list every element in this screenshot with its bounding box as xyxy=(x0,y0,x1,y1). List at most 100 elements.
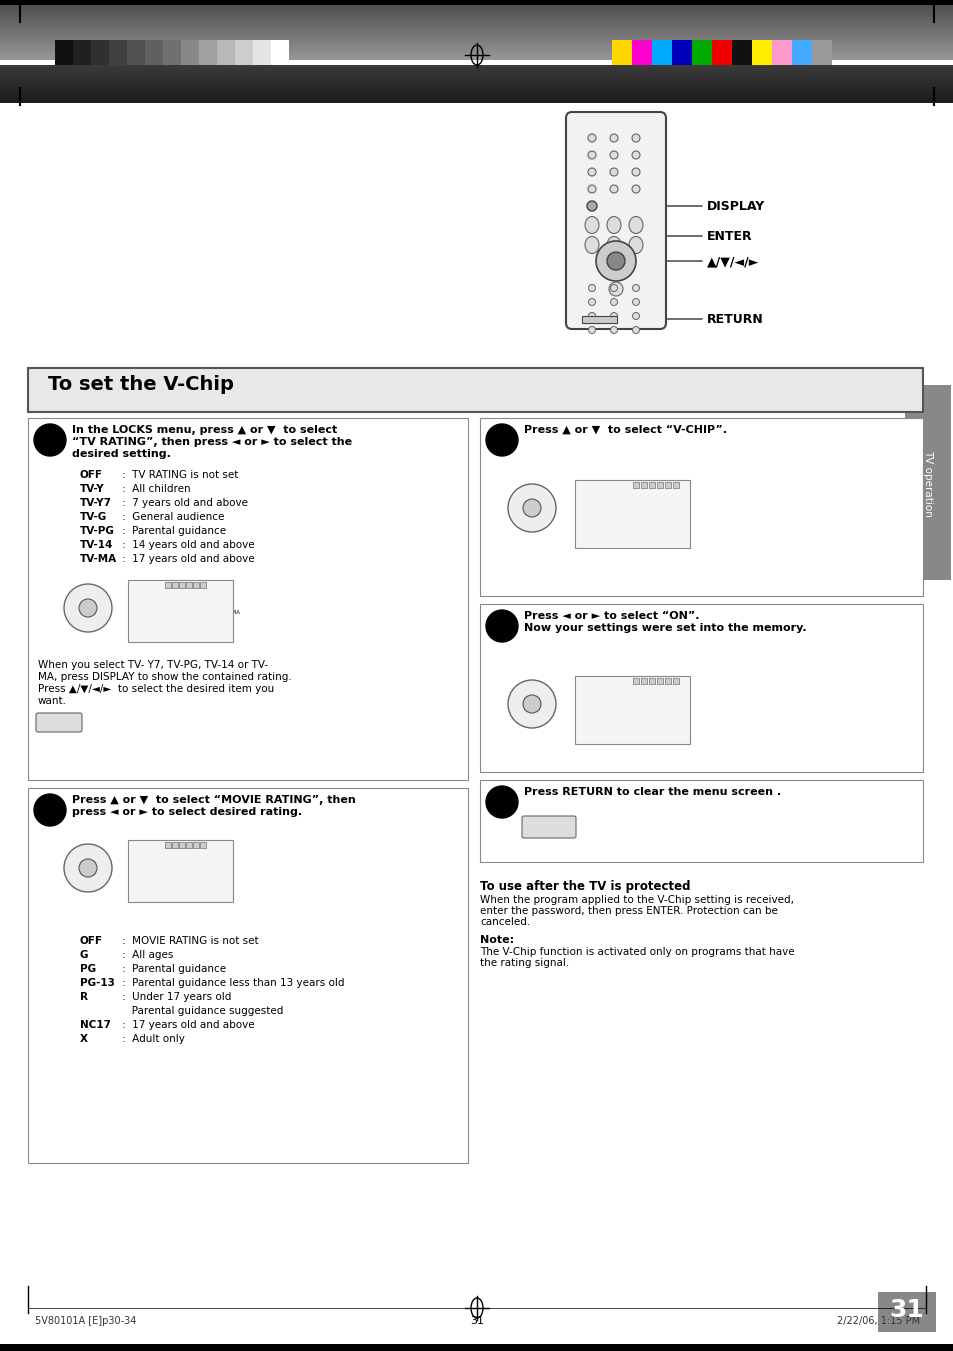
Bar xyxy=(179,582,185,588)
Circle shape xyxy=(34,424,66,457)
Text: MOVIE RATING: MOVIE RATING xyxy=(579,504,630,509)
Bar xyxy=(640,678,646,684)
Text: TV-PG: TV-PG xyxy=(80,526,114,536)
Text: 3: 3 xyxy=(494,432,509,453)
Bar xyxy=(186,842,192,848)
Bar xyxy=(633,678,639,684)
Bar xyxy=(657,482,662,488)
Text: Parental guidance suggested: Parental guidance suggested xyxy=(122,1006,283,1016)
Text: Press ▲ or ▼  to select “MOVIE RATING”, then: Press ▲ or ▼ to select “MOVIE RATING”, t… xyxy=(71,794,355,805)
Bar xyxy=(271,41,289,68)
Text: MOVIE RATING: MOVIE RATING xyxy=(132,617,183,624)
Circle shape xyxy=(64,584,112,632)
Text: X: X xyxy=(80,1034,88,1044)
Circle shape xyxy=(79,598,97,617)
Text: PG 13: PG 13 xyxy=(646,504,667,509)
Bar xyxy=(479,604,923,771)
Circle shape xyxy=(631,185,639,193)
Circle shape xyxy=(632,285,639,292)
Bar xyxy=(28,417,468,780)
FancyBboxPatch shape xyxy=(36,713,82,732)
Text: LOCK S: LOCK S xyxy=(579,484,610,493)
Bar xyxy=(199,41,216,68)
Circle shape xyxy=(34,794,66,825)
Bar xyxy=(479,780,923,862)
Bar xyxy=(128,580,233,642)
Bar xyxy=(575,480,689,549)
Text: TV-MA: TV-MA xyxy=(80,554,117,563)
Text: DISPLAY: DISPLAY xyxy=(42,717,76,725)
Bar xyxy=(648,482,655,488)
Text: LOCK S: LOCK S xyxy=(579,680,610,689)
Circle shape xyxy=(631,134,639,142)
Circle shape xyxy=(586,201,597,211)
Text: ◄ SELECT: ◄ SELECT xyxy=(579,524,610,530)
Circle shape xyxy=(64,844,112,892)
Text: :  Adult only: : Adult only xyxy=(122,1034,185,1044)
Bar xyxy=(200,842,206,848)
Bar xyxy=(631,41,651,68)
Text: 2: 2 xyxy=(42,802,57,821)
Text: TV-Y: TV-Y xyxy=(80,484,105,494)
Bar xyxy=(163,41,181,68)
Text: :  Parental guidance less than 13 years old: : Parental guidance less than 13 years o… xyxy=(122,978,344,988)
Bar xyxy=(128,840,233,902)
Bar xyxy=(575,676,689,744)
Circle shape xyxy=(79,859,97,877)
Bar xyxy=(0,1344,953,1351)
Bar xyxy=(55,41,73,68)
Text: :  Parental guidance: : Parental guidance xyxy=(122,965,226,974)
Ellipse shape xyxy=(606,216,620,234)
Bar xyxy=(633,482,639,488)
Text: TV PG: TV PG xyxy=(190,870,211,875)
Text: PG 15: PG 15 xyxy=(646,494,667,500)
Text: the rating signal.: the rating signal. xyxy=(479,958,569,969)
Text: ▲TV-MA/LED: ▲TV-MA/LED xyxy=(629,534,668,539)
Bar xyxy=(731,41,751,68)
Ellipse shape xyxy=(628,216,642,234)
Bar xyxy=(904,385,950,580)
Text: RETURN: RETURN xyxy=(706,313,763,326)
Circle shape xyxy=(485,786,517,817)
Text: 31: 31 xyxy=(470,1316,483,1325)
Circle shape xyxy=(609,185,618,193)
Text: :  TV RATING is not set: : TV RATING is not set xyxy=(122,470,238,480)
Text: MOVIE RATING: MOVIE RATING xyxy=(132,870,183,875)
Bar xyxy=(193,582,199,588)
Text: V-CHIP: V-CHIP xyxy=(132,854,156,861)
Bar xyxy=(640,482,646,488)
Circle shape xyxy=(507,680,556,728)
Bar xyxy=(811,41,831,68)
Text: :  Under 17 years old: : Under 17 years old xyxy=(122,992,232,1002)
Text: 2/22/06, 1:15 PM: 2/22/06, 1:15 PM xyxy=(836,1316,919,1325)
Circle shape xyxy=(606,253,624,270)
Circle shape xyxy=(610,312,617,319)
Text: RETURN AND: RETURN AND xyxy=(132,892,174,897)
Circle shape xyxy=(587,168,596,176)
Circle shape xyxy=(522,694,540,713)
Bar xyxy=(127,41,145,68)
Bar xyxy=(172,582,178,588)
Bar xyxy=(73,41,91,68)
Bar xyxy=(672,482,679,488)
Text: “TV RATING”, then press ◄ or ► to select the: “TV RATING”, then press ◄ or ► to select… xyxy=(71,436,352,447)
Circle shape xyxy=(507,484,556,532)
Bar xyxy=(664,482,670,488)
Text: When you select TV- Y7, TV-PG, TV-14 or TV-: When you select TV- Y7, TV-PG, TV-14 or … xyxy=(38,661,268,670)
Bar xyxy=(651,41,671,68)
Text: DISPLAY: DISPLAY xyxy=(706,200,764,213)
Text: RETURN AND: RETURN AND xyxy=(132,636,174,640)
Text: V-CHIP: V-CHIP xyxy=(132,594,156,600)
Text: enter the password, then press ENTER. Protection can be: enter the password, then press ENTER. Pr… xyxy=(479,907,777,916)
Text: :  7 years old and above: : 7 years old and above xyxy=(122,499,248,508)
Text: desired setting.: desired setting. xyxy=(71,449,171,459)
Text: 1: 1 xyxy=(42,432,58,453)
Ellipse shape xyxy=(606,236,620,254)
Text: OFF: OFF xyxy=(80,936,103,946)
Text: want.: want. xyxy=(38,696,67,707)
Ellipse shape xyxy=(628,236,642,254)
Text: PG: PG xyxy=(80,965,96,974)
Bar xyxy=(179,842,185,848)
Bar xyxy=(145,41,163,68)
Circle shape xyxy=(609,134,618,142)
